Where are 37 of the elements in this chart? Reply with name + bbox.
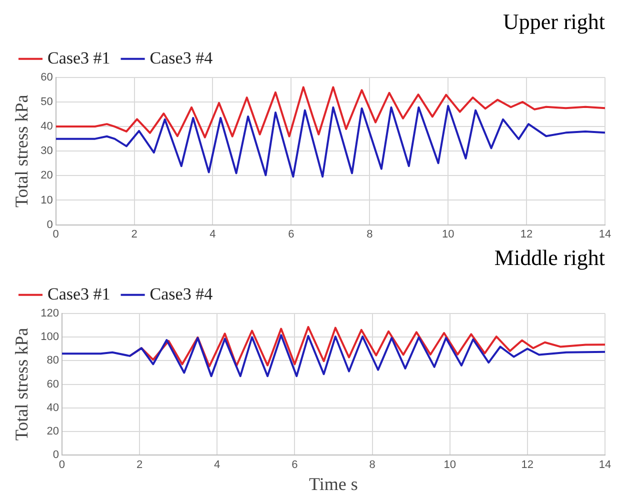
y-tick-label: 80 (46, 354, 59, 367)
y-axis-title: Total stress kPa (12, 328, 32, 441)
x-tick-label: 2 (131, 228, 138, 240)
legend-label: Case3 #4 (150, 284, 214, 304)
x-tick-label: 14 (598, 228, 612, 240)
y-tick-label: 20 (46, 426, 59, 438)
x-tick-label: 12 (520, 228, 533, 240)
x-tick-label: 8 (369, 458, 376, 471)
x-tick-label: 6 (292, 458, 298, 471)
y-tick-label: 60 (40, 71, 53, 84)
x-tick-label: 10 (442, 228, 454, 240)
x-tick-label: 4 (214, 458, 220, 471)
x-tick-label: 6 (288, 228, 294, 240)
y-tick-label: 60 (46, 378, 59, 390)
y-axis-title: Total stress kPa (12, 94, 32, 208)
x-tick-label: 14 (598, 458, 612, 471)
legend-label: Case3 #1 (48, 284, 110, 304)
x-axis-title: Time s (309, 474, 358, 494)
y-tick-label: 40 (40, 120, 53, 133)
y-tick-label: 10 (40, 194, 53, 206)
y-tick-label: 0 (52, 449, 59, 462)
legend-label: Case3 #1 (48, 48, 110, 68)
y-tick-label: 0 (46, 218, 53, 231)
x-tick-label: 2 (136, 458, 143, 471)
y-tick-label: 120 (40, 307, 59, 320)
x-tick-label: 12 (521, 458, 534, 471)
y-tick-label: 30 (40, 145, 53, 158)
y-tick-label: 40 (46, 402, 59, 414)
x-tick-label: 8 (366, 228, 373, 240)
x-tick-label: 10 (444, 458, 456, 471)
legend-label: Case3 #4 (150, 48, 214, 68)
x-tick-label: 4 (210, 228, 216, 240)
y-tick-label: 50 (40, 96, 53, 108)
chart-title: Upper right (502, 8, 605, 34)
y-tick-label: 20 (40, 170, 53, 182)
chart-title: Middle right (494, 244, 605, 270)
y-tick-label: 100 (40, 331, 59, 344)
